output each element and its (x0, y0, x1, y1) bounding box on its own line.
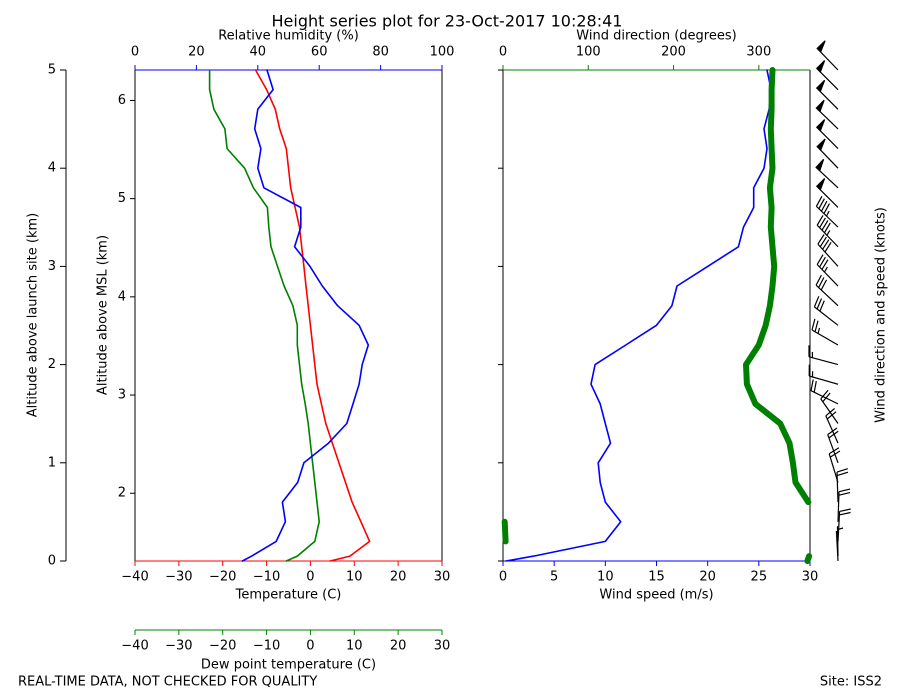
axis-label: Wind speed (m/s) (599, 588, 713, 603)
x-tick-label: 0 (499, 570, 507, 585)
footer-note: REAL-TIME DATA, NOT CHECKED FOR QUALITY (18, 675, 317, 690)
wind-barb (825, 408, 839, 444)
x-tick-label: 200 (661, 45, 686, 60)
axis-label: Dew point temperature (C) (201, 658, 376, 673)
wind-barb (816, 215, 839, 248)
wind-barb (837, 488, 851, 522)
wind-barb (815, 79, 839, 110)
x-tick-label: 10 (597, 570, 614, 585)
x-tick-label: 25 (751, 570, 768, 585)
wind-barb (815, 274, 839, 307)
data-line (241, 69, 370, 562)
wind-barb (815, 60, 839, 91)
x-tick-label: 100 (576, 45, 601, 60)
x-tick-label: −10 (253, 639, 280, 654)
y2-tick-label: 6 (118, 93, 126, 108)
x-tick-label: 20 (699, 570, 716, 585)
x-tick-label: 20 (188, 45, 205, 60)
data-line (804, 553, 813, 564)
y-tick-label: 0 (48, 554, 56, 569)
wind-barb (811, 318, 839, 346)
data-line (743, 67, 812, 506)
site-label: Site: ISS2 (820, 675, 882, 690)
x-tick-label: −40 (121, 570, 148, 585)
barb-label: Wind direction and speed (knots) (874, 207, 889, 423)
wind-barb (815, 158, 839, 189)
axis-label: Temperature (C) (235, 588, 342, 603)
x-tick-label: 0 (499, 45, 507, 60)
x-tick-label: 80 (372, 45, 389, 60)
x-tick-label: 30 (434, 570, 451, 585)
x-tick-label: 60 (311, 45, 328, 60)
wind-barb (816, 138, 839, 169)
y-tick-label: 4 (48, 161, 56, 176)
x-tick-label: 0 (306, 570, 314, 585)
x-tick-label: −20 (209, 639, 236, 654)
data-line (501, 518, 509, 545)
data-line (254, 69, 371, 562)
wind-barb (815, 119, 839, 149)
x-tick-label: 30 (434, 639, 451, 654)
x-tick-label: 10 (346, 570, 363, 585)
axis-label: Wind direction (degrees) (576, 29, 736, 44)
wind-barb (810, 379, 839, 405)
x-tick-label: 20 (390, 639, 407, 654)
x-tick-label: 300 (746, 45, 771, 60)
wind-barb (816, 254, 839, 287)
figure-title: Height series plot for 23-Oct-2017 10:28… (272, 12, 623, 31)
x-tick-label: −20 (209, 570, 236, 585)
y-tick-label: 3 (48, 259, 56, 274)
wind-barb (836, 468, 849, 503)
x-tick-label: 0 (306, 639, 314, 654)
wind-barb (813, 296, 839, 326)
wind-barb (808, 345, 839, 366)
x-tick-label: −30 (165, 639, 192, 654)
wind-barb (815, 178, 839, 208)
data-line (208, 69, 320, 562)
y-axis-label: Altitude above launch site (km) (26, 213, 41, 417)
wind-barb (817, 234, 839, 267)
x-tick-label: 40 (250, 45, 267, 60)
data-line (505, 69, 772, 562)
x-tick-label: 5 (550, 570, 558, 585)
y2-tick-label: 3 (118, 388, 126, 403)
wind-barb (815, 99, 839, 130)
y2-axis-label: Altitude above MSL (km) (96, 235, 111, 395)
x-tick-label: 10 (346, 639, 363, 654)
y2-tick-label: 4 (118, 289, 126, 304)
x-tick-label: −30 (165, 570, 192, 585)
y-tick-label: 1 (48, 455, 56, 470)
wind-barb (815, 196, 839, 228)
axis-label: Relative humidity (%) (218, 29, 359, 44)
x-tick-label: −40 (121, 639, 148, 654)
x-tick-label: 15 (648, 570, 665, 585)
wind-barb (816, 40, 839, 71)
x-tick-label: 30 (802, 570, 819, 585)
wind-barb (808, 364, 839, 385)
wind-barb (837, 508, 851, 542)
y2-tick-label: 2 (118, 486, 126, 501)
x-tick-label: 0 (131, 45, 139, 60)
x-tick-label: 100 (430, 45, 455, 60)
wind-barb (820, 389, 839, 424)
y2-tick-label: 5 (118, 191, 126, 206)
x-tick-label: −10 (253, 570, 280, 585)
y-tick-label: 5 (48, 63, 56, 78)
y-tick-label: 2 (48, 357, 56, 372)
x-tick-label: 20 (390, 570, 407, 585)
